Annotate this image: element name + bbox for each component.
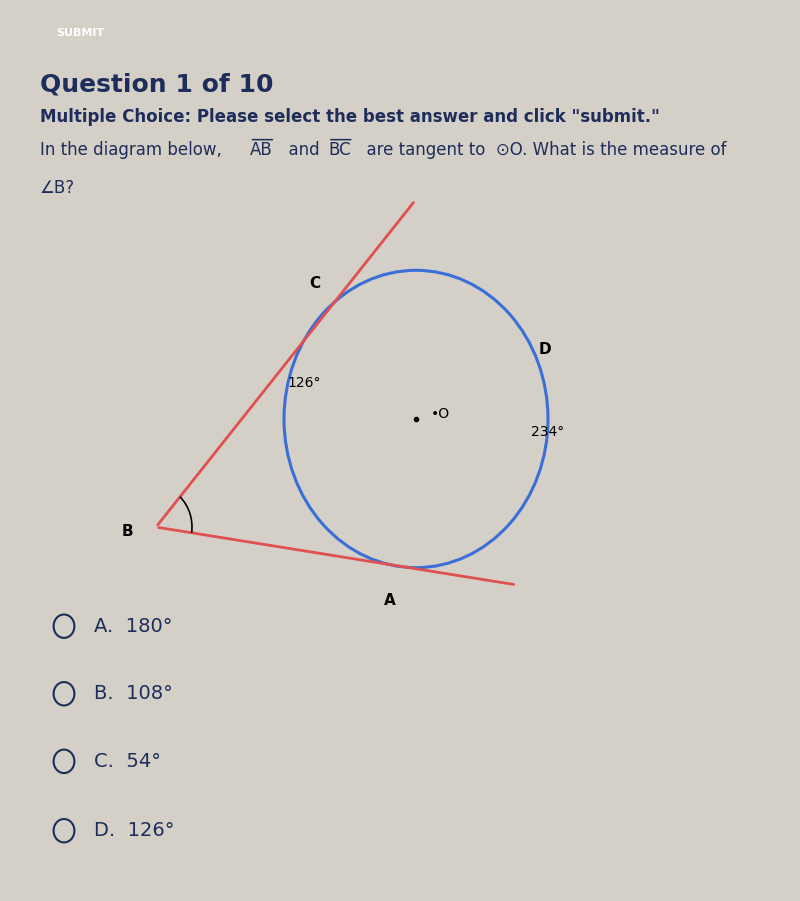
Text: Multiple Choice: Please select the best answer and click "submit.": Multiple Choice: Please select the best … (40, 108, 660, 126)
Text: Question 1 of 10: Question 1 of 10 (40, 72, 274, 96)
Text: C: C (310, 276, 320, 291)
Text: AB: AB (250, 141, 272, 159)
Text: A.  180°: A. 180° (94, 616, 173, 636)
Text: D: D (539, 341, 551, 357)
Text: SUBMIT: SUBMIT (56, 28, 104, 39)
Text: and: and (278, 141, 330, 159)
Text: BC: BC (328, 141, 350, 159)
Text: C.  54°: C. 54° (94, 751, 162, 771)
Text: A: A (384, 593, 396, 608)
Text: are tangent to  ⊙O. What is the measure of: are tangent to ⊙O. What is the measure o… (356, 141, 726, 159)
Text: 234°: 234° (531, 425, 565, 440)
Text: B.  108°: B. 108° (94, 684, 174, 704)
Text: In the diagram below,: In the diagram below, (40, 141, 232, 159)
Text: B: B (122, 524, 134, 539)
Text: 126°: 126° (287, 376, 321, 390)
Text: ∠B?: ∠B? (40, 179, 75, 197)
Text: D.  126°: D. 126° (94, 821, 175, 841)
Text: •O: •O (430, 407, 450, 422)
